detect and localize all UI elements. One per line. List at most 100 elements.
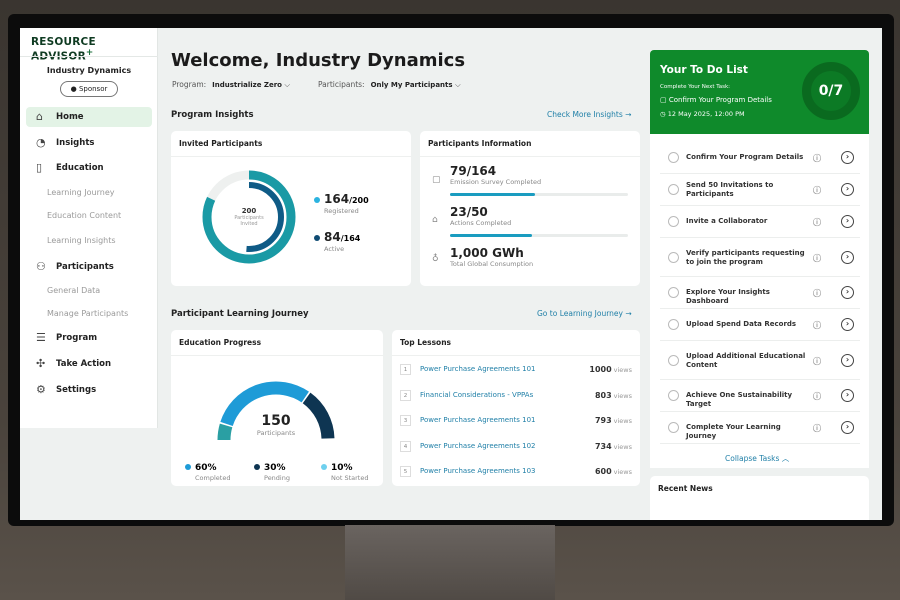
sidebar-item-settings[interactable]: ⚙ Settings [26, 380, 152, 400]
todo-task[interactable]: Upload Spend Data Records ⓘ › [660, 309, 860, 341]
lesson-title-link[interactable]: Financial Considerations - VPPAs [420, 390, 534, 399]
help-icon[interactable]: ⓘ [813, 321, 821, 330]
sidebar-item-home[interactable]: ⌂ Home [26, 107, 152, 127]
chevron-right-icon[interactable]: › [841, 421, 854, 434]
help-icon[interactable]: ⓘ [813, 289, 821, 298]
actions-progress-bar [450, 234, 628, 237]
task-label: Upload Spend Data Records [686, 320, 797, 328]
sidebar-subitem-manage-participants[interactable]: Manage Participants [47, 309, 129, 318]
lesson-row[interactable]: 2 Financial Considerations - VPPAs 803 view… [400, 386, 632, 406]
list-icon: ☰ [36, 331, 46, 344]
lesson-title-link[interactable]: Power Purchase Agreements 101 [420, 365, 536, 373]
help-icon[interactable]: ⓘ [813, 154, 821, 163]
lesson-title-link[interactable]: Power Purchase Agreements 101 [420, 416, 536, 424]
todo-task[interactable]: Verify participants requesting to join t… [660, 238, 860, 277]
chevron-right-icon[interactable]: › [841, 250, 854, 264]
lesson-row[interactable]: 3 Power Purchase Agreements 101 793 views [400, 411, 632, 431]
help-icon[interactable]: ⓘ [813, 356, 821, 366]
active-ring [214, 182, 284, 252]
collapse-label: Collapse Tasks [725, 454, 780, 463]
todo-progress-ring: 0/7 [802, 62, 860, 120]
chevron-right-icon[interactable]: › [841, 215, 854, 228]
nav-label: Settings [56, 385, 97, 395]
lesson-rank: 1 [400, 364, 411, 375]
sidebar-item-education[interactable]: ▯ Education [26, 158, 152, 178]
task-label: Upload Additional Educational Content [686, 351, 806, 369]
sidebar-subitem-general-data[interactable]: General Data [47, 286, 101, 295]
section-title: Program Insights [171, 110, 254, 120]
nav-label: Education [56, 163, 104, 173]
help-icon[interactable]: ⓘ [813, 424, 821, 433]
help-icon[interactable]: ⓘ [813, 218, 821, 227]
views-label: views [613, 366, 632, 374]
next-task-title: Confirm Your Program Details [668, 96, 772, 104]
chevron-right-icon[interactable]: › [841, 151, 854, 164]
next-task-date: ◷ 12 May 2025, 12:00 PM [660, 110, 745, 118]
check-more-insights-link[interactable]: Check More Insights → [547, 110, 631, 119]
todo-task[interactable]: Achieve One Sustainability Target ⓘ › [660, 380, 860, 412]
lesson-title-link[interactable]: Power Purchase Agreements 102 [420, 441, 536, 450]
donut-center-label: Participants Invited [234, 215, 264, 227]
task-checkbox[interactable] [668, 319, 679, 330]
participants-filter[interactable]: Participants: Only My Participants ⌵ [318, 80, 461, 90]
todo-list: Confirm Your Program Details ⓘ › Send 50 In… [650, 134, 869, 468]
card-title: Participants Information [428, 139, 532, 148]
lesson-title-link[interactable]: Power Purchase Agreements 103 [420, 467, 536, 475]
divider [171, 355, 383, 356]
help-icon[interactable]: ⓘ [813, 186, 821, 195]
legend-label: Pending [264, 474, 290, 482]
nav-label: Program [56, 333, 98, 343]
legend-pct: 10% [331, 463, 353, 473]
next-task[interactable]: ▢ Confirm Your Program Details [660, 96, 772, 104]
chevron-right-icon[interactable]: › [841, 183, 854, 196]
divider [392, 355, 640, 356]
chevron-right-icon[interactable]: › [841, 389, 854, 402]
views-count: 734 [594, 441, 612, 451]
help-icon[interactable]: ⓘ [813, 392, 821, 401]
recent-news-card: Recent News [650, 476, 869, 520]
todo-task[interactable]: Explore Your Insights Dashboard ⓘ › [660, 277, 860, 309]
todo-task[interactable]: Upload Additional Educational Content ⓘ › [660, 341, 860, 380]
lesson-row[interactable]: 4 Power Purchase Agreements 102 734 views [400, 437, 632, 457]
program-filter[interactable]: Program: Industrialize Zero ⌵ [172, 80, 290, 90]
sidebar-item-insights[interactable]: ◔ Insights [26, 133, 152, 153]
chevron-right-icon[interactable]: › [841, 353, 854, 367]
legend-label: Completed [195, 474, 231, 482]
chevron-right-icon[interactable]: › [841, 318, 854, 331]
lesson-row[interactable]: 5 Power Purchase Agreements 103 600 views [400, 462, 632, 482]
gauge-segment-completed [220, 381, 309, 427]
go-to-learning-journey-link[interactable]: Go to Learning Journey → [537, 309, 632, 318]
card-title: Recent News [658, 484, 713, 493]
task-checkbox[interactable] [668, 152, 679, 163]
collapse-tasks-button[interactable]: Collapse Tasks ︿ [725, 453, 789, 464]
todo-task[interactable]: Complete Your Learning Journey ⓘ › [660, 412, 860, 444]
task-checkbox[interactable] [668, 184, 679, 195]
task-checkbox[interactable] [668, 390, 679, 401]
sidebar-subitem-learning-insights[interactable]: Learning Insights [47, 236, 116, 245]
todo-task[interactable]: Send 50 Invitations to Participants ⓘ › [660, 174, 860, 206]
todo-task[interactable]: Invite a Collaborator ⓘ › [660, 206, 860, 238]
sidebar: RESOURCE ADVISOR+ Industry Dynamics ● Sp… [20, 28, 158, 428]
divider [171, 156, 411, 157]
sidebar-subitem-education-content[interactable]: Education Content [47, 211, 122, 220]
task-checkbox[interactable] [668, 216, 679, 227]
chart-pie-icon: ◔ [36, 136, 46, 149]
info-label: Emission Survey Completed [450, 178, 542, 186]
task-checkbox[interactable] [668, 354, 679, 366]
clipboard-icon: ▢ [432, 175, 441, 185]
help-icon[interactable]: ⓘ [813, 253, 821, 263]
sidebar-subitem-learning-journey[interactable]: Learning Journey [47, 188, 115, 197]
legend-pending: 30% Pending [254, 455, 290, 482]
views-label: views [613, 442, 632, 451]
sidebar-item-program[interactable]: ☰ Program [26, 328, 152, 348]
sidebar-item-participants[interactable]: ⚇ Participants [26, 257, 152, 277]
lesson-row[interactable]: 1 Power Purchase Agreements 101 1000 views [400, 360, 632, 380]
chevron-right-icon[interactable]: › [841, 286, 854, 299]
logo[interactable]: RESOURCE ADVISOR+ [31, 36, 157, 63]
task-checkbox[interactable] [668, 287, 679, 298]
sidebar-item-take-action[interactable]: ✣ Take Action [26, 354, 152, 374]
task-checkbox[interactable] [668, 422, 679, 433]
task-label: Verify participants requesting to join t… [686, 248, 805, 266]
todo-task[interactable]: Confirm Your Program Details ⓘ › [660, 142, 860, 174]
task-checkbox[interactable] [668, 251, 679, 263]
